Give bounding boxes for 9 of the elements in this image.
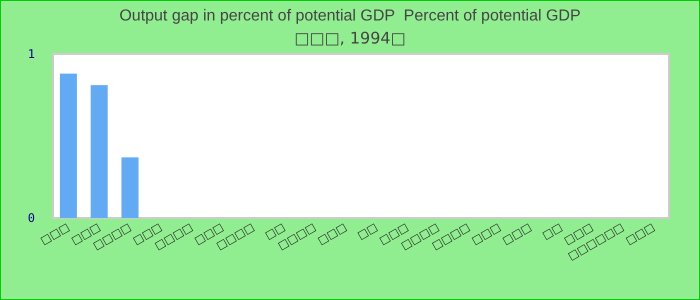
bar xyxy=(60,74,77,218)
chart-subtitle: □□□, 1994□ xyxy=(294,28,406,48)
y-tick-label: 0 xyxy=(28,211,35,225)
chart-title: Output gap in percent of potential GDP Percent of potential GDP xyxy=(119,8,581,24)
bar xyxy=(90,85,108,218)
x-tick-label: □□ xyxy=(540,220,564,242)
x-tick-label: □□ xyxy=(355,220,380,242)
y-tick-label: 1 xyxy=(28,47,35,61)
bar xyxy=(122,157,138,218)
